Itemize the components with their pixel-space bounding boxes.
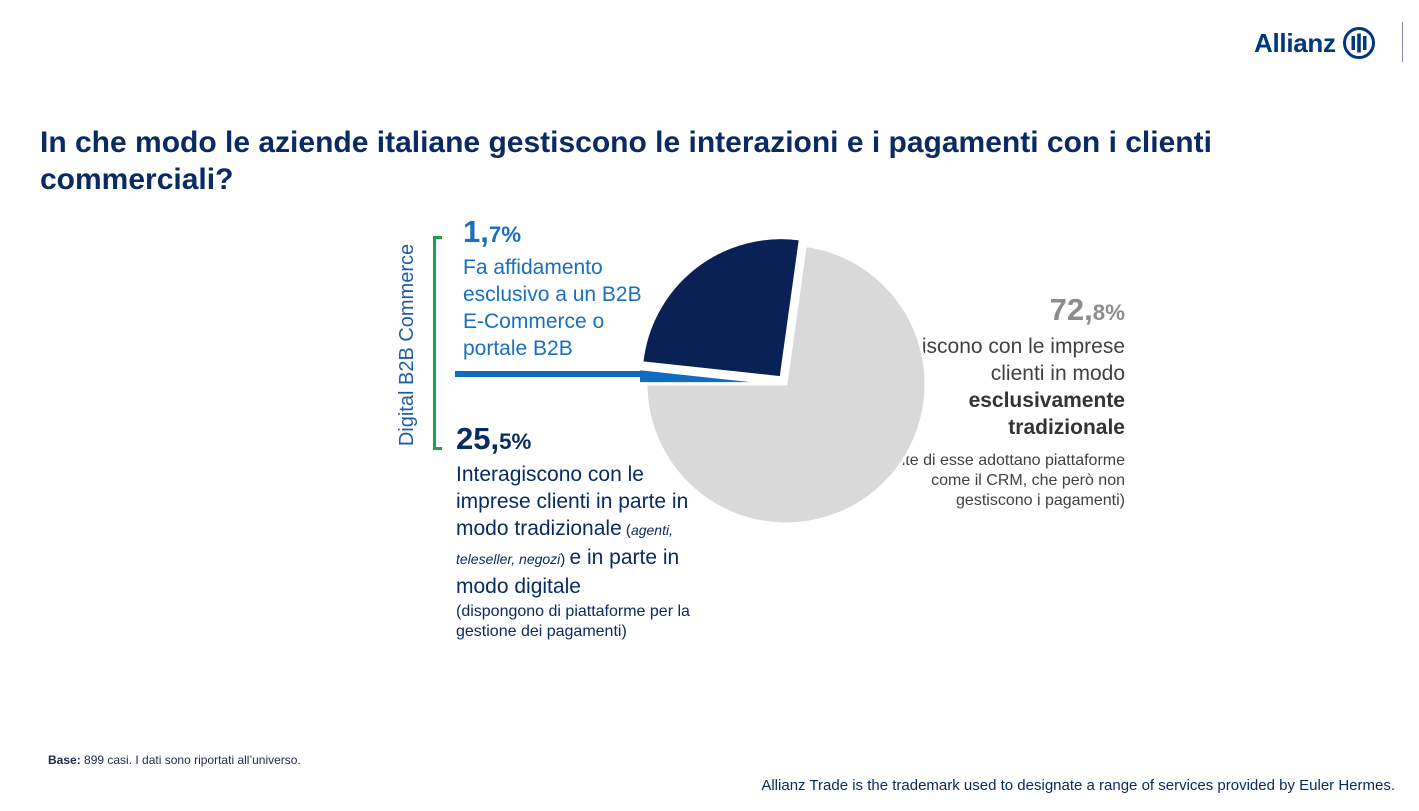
b2b-description: Fa affidamento esclusivo a un B2B E-Comm… <box>463 256 642 360</box>
pie-chart <box>640 238 928 526</box>
b2b-connector-line <box>455 371 648 377</box>
hybrid-annotation: 25,5% Interagiscono con le imprese clien… <box>456 420 716 642</box>
b2b-annotation: 1,7% Fa affidamento esclusivo a un B2B E… <box>463 213 663 362</box>
digital-bracket <box>433 236 442 450</box>
hybrid-note: (dispongono di piattaforme per la gestio… <box>456 603 690 640</box>
traditional-percentage: 72,8% <box>1049 292 1125 327</box>
b2b-percentage: 1,7% <box>463 214 522 249</box>
allianz-logo: Allianz <box>1254 26 1376 60</box>
header-divider <box>1402 22 1403 62</box>
hybrid-channels: agenti, teleseller, negozi <box>456 522 673 567</box>
brand-name: Allianz <box>1254 27 1336 58</box>
pie-slice-b2b <box>640 367 779 386</box>
pie-slice-hybrid <box>640 238 803 380</box>
pie-slice-traditional <box>644 243 928 526</box>
bracket-label: Digital B2B Commerce <box>396 243 418 447</box>
hybrid-percentage: 25,5% <box>456 421 532 456</box>
hybrid-description: Interagiscono con le imprese clienti in … <box>456 463 689 598</box>
base-note: Base: 899 casi. I dati sono riportati al… <box>48 753 301 767</box>
traditional-note: (molte di esse adottano piattaforme come… <box>874 452 1125 509</box>
allianz-eagle-icon <box>1342 27 1375 59</box>
page-title: In che modo le aziende italiane gestisco… <box>40 126 1212 196</box>
trademark-note: Allianz Trade is the trademark used to d… <box>761 777 1395 794</box>
